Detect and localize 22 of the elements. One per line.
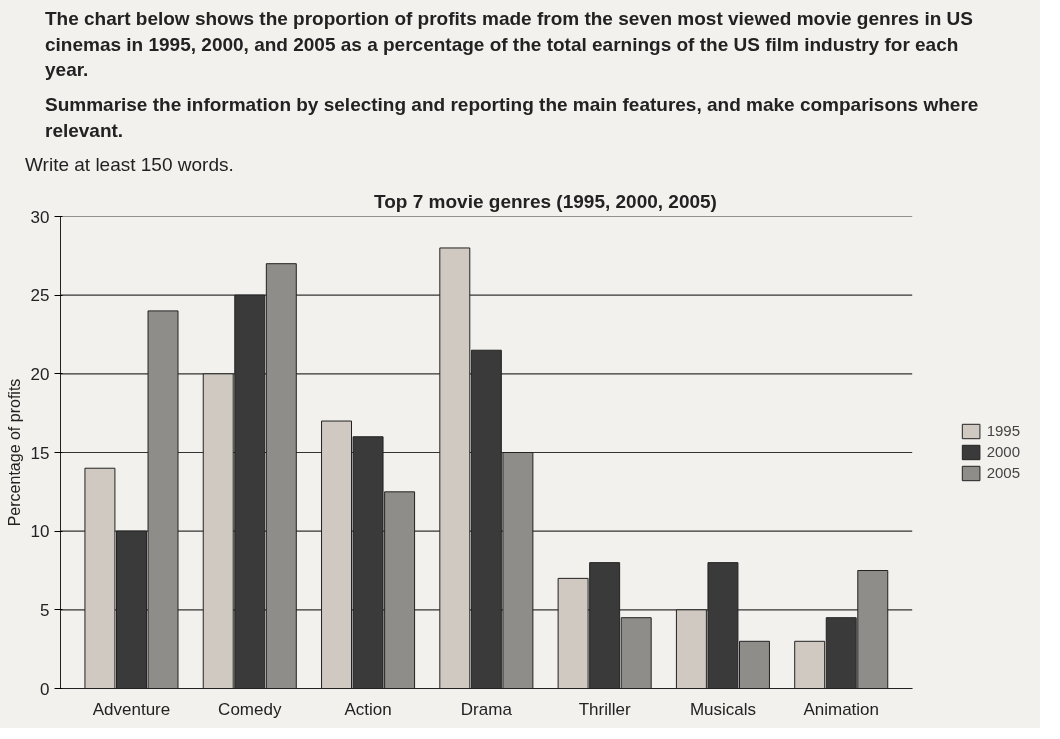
x-tick-label: Action bbox=[344, 699, 392, 719]
y-tick-label: 20 bbox=[30, 364, 50, 384]
y-tick-label: 15 bbox=[30, 443, 50, 463]
x-tick-label: Adventure bbox=[92, 699, 171, 719]
legend-label: 1995 bbox=[986, 422, 1020, 440]
legend-label: 2000 bbox=[986, 443, 1020, 461]
y-tick-label: 5 bbox=[40, 600, 50, 620]
text: Summarise the information by selecting and reporting the main features, and make comparisons where relevant. bbox=[45, 92, 980, 143]
x-tick-label: Animation bbox=[803, 699, 880, 719]
text: Write at least 150 words. bbox=[25, 153, 234, 178]
text: The chart below shows the proportion of profits made from the seven most viewed movie genres in US cinemas in 1995, 2000, and 2005 as a percentage of the total earnings of the US film industry for each year. bbox=[45, 7, 974, 83]
x-tick-label: Musicals bbox=[689, 699, 756, 719]
y-tick-label: 30 bbox=[30, 207, 50, 227]
y-tick-label: 0 bbox=[40, 679, 50, 699]
x-tick-label: Comedy bbox=[218, 699, 282, 719]
legend-label: 2005 bbox=[986, 464, 1020, 482]
y-tick-label: 25 bbox=[30, 286, 50, 306]
chart-title: Top 7 movie genres (1995, 2000, 2005) bbox=[374, 190, 717, 212]
x-tick-label: Thriller bbox=[578, 699, 631, 719]
y-tick-label: 10 bbox=[30, 522, 50, 542]
x-tick-label: Drama bbox=[460, 699, 513, 719]
y-axis-title: Percentage of profits bbox=[5, 378, 23, 527]
